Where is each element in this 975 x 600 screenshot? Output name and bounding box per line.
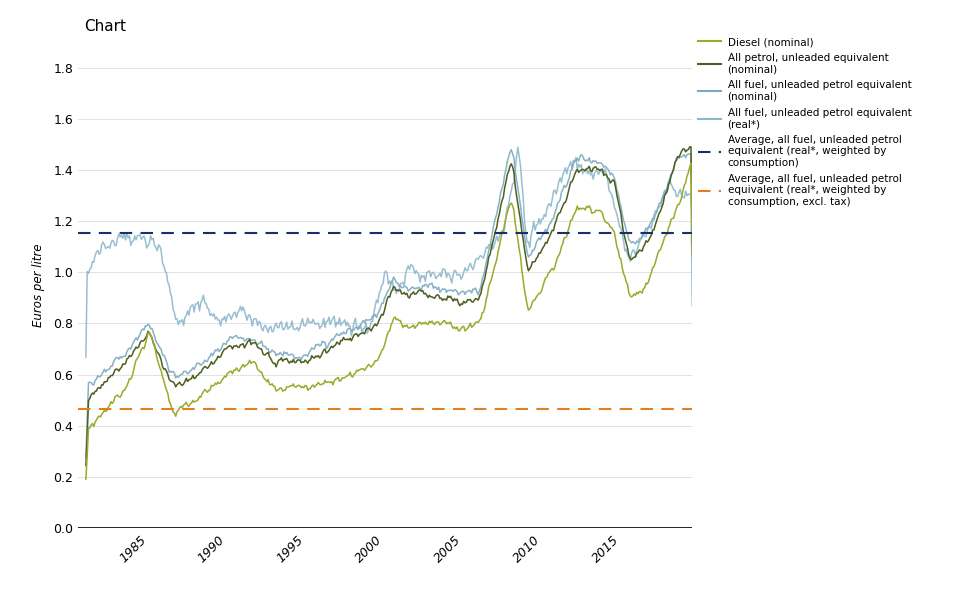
Text: Chart: Chart xyxy=(84,19,126,34)
Legend: Diesel (nominal), All petrol, unleaded equivalent
(nominal), All fuel, unleaded : Diesel (nominal), All petrol, unleaded e… xyxy=(698,37,912,207)
Y-axis label: Euros per litre: Euros per litre xyxy=(32,243,45,327)
